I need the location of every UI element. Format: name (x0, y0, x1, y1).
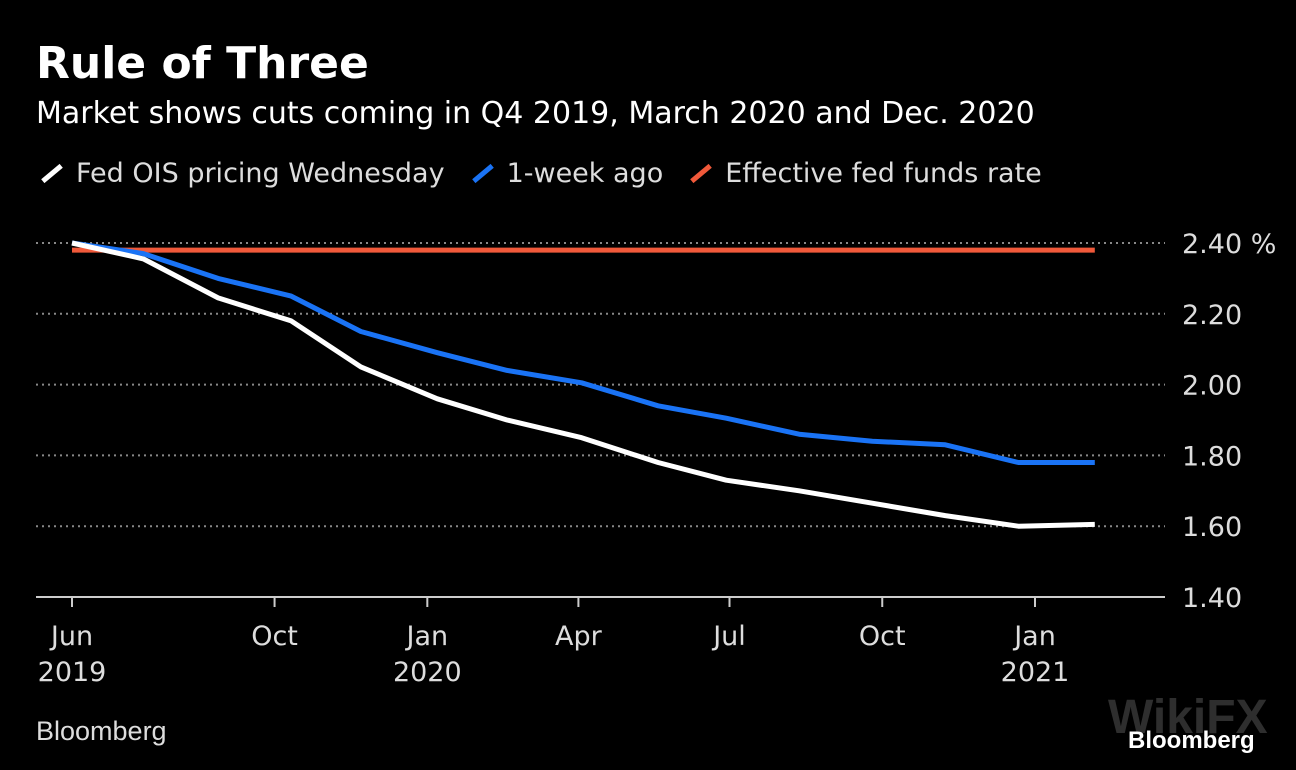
legend-label: Fed OIS pricing Wednesday (76, 158, 445, 189)
y-tick-label: 2.00 (1182, 371, 1242, 402)
x-tick-label: Oct (251, 621, 298, 652)
legend: Fed OIS pricing Wednesday 1-week ago Eff… (36, 158, 1064, 189)
y-tick-label: 2.40 % (1182, 229, 1276, 260)
y-tick-label: 2.20 (1182, 300, 1242, 331)
series-line-ois (71, 240, 1095, 529)
x-tick-label: Jan (405, 621, 449, 652)
x-tick-label: Jun (49, 621, 93, 652)
x-tick-year: 2021 (1001, 657, 1070, 688)
y-tick-label: 1.60 (1182, 512, 1242, 543)
legend-item-ois: Fed OIS pricing Wednesday (36, 158, 445, 189)
y-tick-label: 1.80 (1182, 441, 1242, 472)
x-tick-year: 2020 (393, 657, 462, 688)
y-tick-label: 1.40 (1182, 583, 1242, 614)
brand-logo: Bloomberg (1128, 727, 1255, 754)
x-tick-label: Jul (711, 621, 746, 652)
x-tick-year: 2019 (38, 657, 107, 688)
x-tick-label: Jan (1012, 621, 1056, 652)
series-line-week-ago (71, 240, 1095, 465)
chart-subtitle: Market shows cuts coming in Q4 2019, Mar… (36, 96, 1035, 131)
x-tick-label: Oct (859, 621, 906, 652)
legend-label: 1-week ago (506, 158, 664, 189)
watermark-logo: WikiFX (1108, 691, 1268, 744)
x-tick-label: Apr (555, 621, 603, 652)
chart-title: Rule of Three (36, 38, 369, 89)
source-label: Bloomberg (36, 716, 167, 746)
legend-item-effr: Effective fed funds rate (685, 158, 1042, 189)
legend-item-week-ago: 1-week ago (467, 158, 664, 189)
legend-label: Effective fed funds rate (725, 158, 1042, 189)
